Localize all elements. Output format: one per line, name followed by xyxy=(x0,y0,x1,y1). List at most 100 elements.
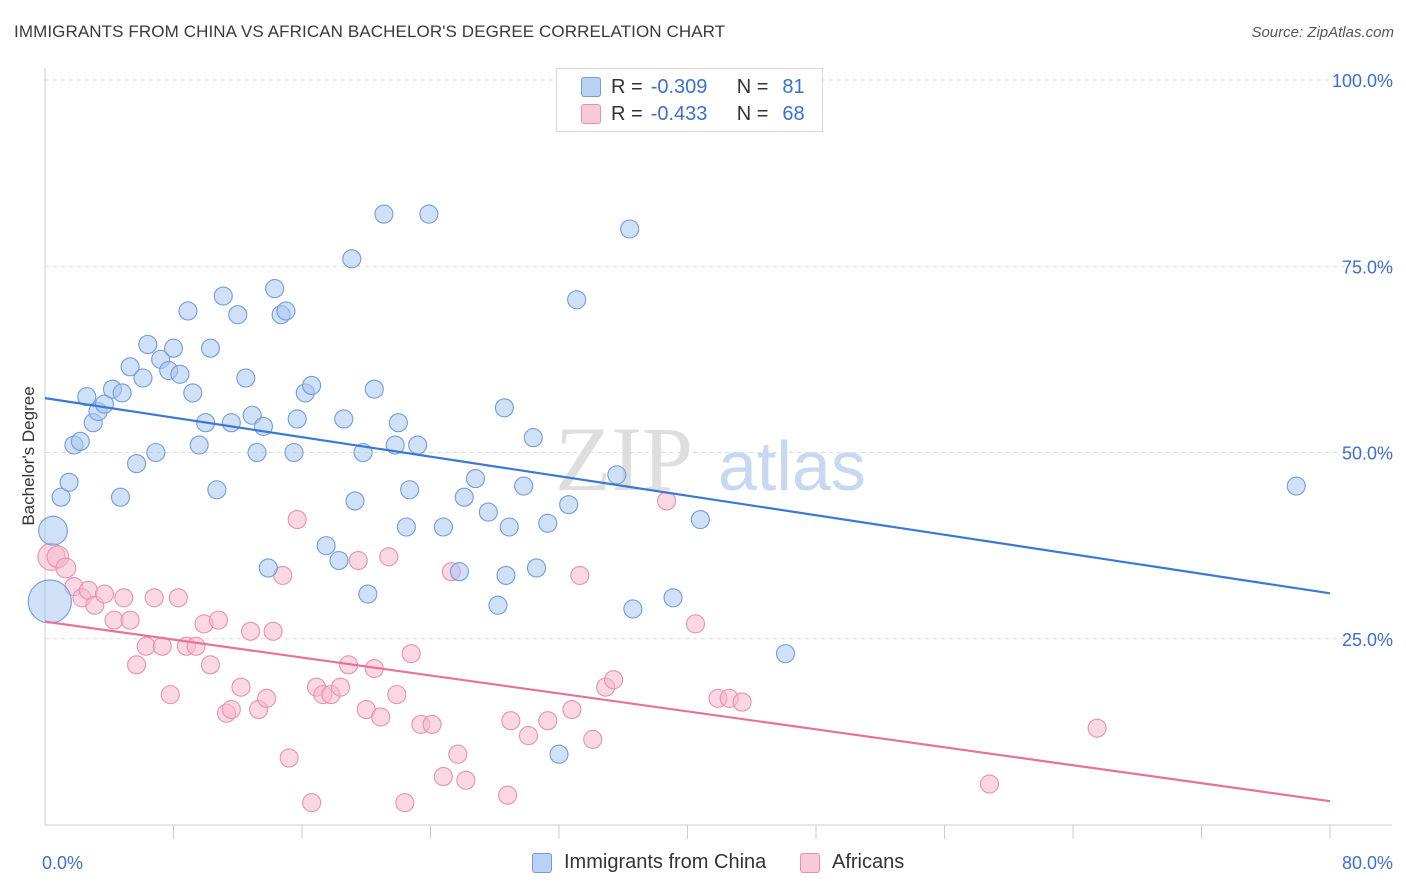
china-point xyxy=(133,368,153,388)
trend-line-china xyxy=(44,397,1331,595)
china-point xyxy=(526,558,547,578)
china-point xyxy=(559,495,579,515)
china-point xyxy=(433,517,453,537)
africans-point xyxy=(433,767,453,787)
africans-point xyxy=(279,748,299,768)
legend-r-label: R = xyxy=(611,75,643,98)
china-point xyxy=(146,442,166,463)
x-tick-label: 0.0% xyxy=(42,853,83,873)
china-point xyxy=(775,644,796,664)
china-point xyxy=(538,513,558,533)
africans-point xyxy=(287,509,307,530)
africans-point xyxy=(448,744,468,764)
china-point xyxy=(454,487,474,507)
china-point xyxy=(207,480,227,500)
china-point xyxy=(228,305,248,325)
china-point xyxy=(396,517,416,537)
china-point xyxy=(523,428,543,448)
china-point xyxy=(51,487,71,507)
bottom-legend-label-china: Immigrants from China xyxy=(564,851,767,873)
watermark-atlas: atlas xyxy=(718,427,866,505)
y-tick-label: 100.0% xyxy=(1332,71,1393,91)
africans-point xyxy=(401,644,421,664)
africans-point xyxy=(330,677,351,697)
china-point xyxy=(620,219,640,239)
series-africans xyxy=(37,491,1107,813)
legend-n-label: N = xyxy=(736,75,769,98)
africans-point xyxy=(562,699,582,720)
china-point xyxy=(623,599,643,619)
africans-point xyxy=(501,711,521,731)
china-point xyxy=(189,435,209,455)
africans-point xyxy=(518,726,539,746)
china-point xyxy=(345,491,365,511)
bottom-legend-africans: Africans xyxy=(800,851,904,874)
china-point xyxy=(408,435,428,455)
china-point xyxy=(400,480,420,500)
china-point xyxy=(38,515,68,546)
china-point xyxy=(112,383,132,403)
china-point xyxy=(59,472,79,492)
trend-line-africans xyxy=(44,620,1331,803)
africans-point xyxy=(422,714,442,734)
china-point xyxy=(276,301,296,321)
china-point xyxy=(567,290,587,310)
china-point xyxy=(494,398,514,418)
china-point xyxy=(302,375,322,396)
africans-point xyxy=(498,785,518,805)
africans-point xyxy=(136,636,156,656)
africans-point xyxy=(94,584,114,604)
y-tick-label: 25.0% xyxy=(1342,630,1393,650)
bottom-legend-swatch-china xyxy=(532,852,552,873)
china-point xyxy=(488,595,508,615)
legend-r-value: -0.309 xyxy=(650,75,708,98)
africans-point xyxy=(208,610,229,630)
china-point xyxy=(258,558,278,578)
africans-point xyxy=(200,655,220,675)
china-point xyxy=(329,550,349,571)
china-point xyxy=(27,579,72,624)
legend-n-label: N = xyxy=(736,102,769,125)
africans-point xyxy=(538,711,558,731)
china-point xyxy=(496,565,516,585)
china-point xyxy=(388,413,408,433)
axes xyxy=(44,68,1392,839)
africans-point xyxy=(348,550,368,571)
tick-labels: 25.0% 50.0% 75.0% 100.0% 0.0% 80.0% xyxy=(42,71,1393,873)
china-point xyxy=(316,536,336,556)
china-point xyxy=(200,338,220,358)
trend-lines xyxy=(44,397,1331,803)
y-tick-label: 75.0% xyxy=(1342,257,1393,277)
africans-point xyxy=(732,692,752,712)
africans-point xyxy=(604,670,624,690)
china-point xyxy=(110,487,131,507)
china-point xyxy=(364,379,384,399)
africans-point xyxy=(979,774,1000,794)
china-point xyxy=(549,744,569,764)
africans-point xyxy=(221,699,241,720)
china-point xyxy=(213,286,233,306)
legend-n-value: 68 xyxy=(782,102,805,125)
china-point xyxy=(265,279,285,299)
africans-point xyxy=(302,793,322,813)
legend-row-africans: R = -0.433 N = 68 xyxy=(581,102,805,126)
legend-n-value: 81 xyxy=(782,75,805,98)
china-point xyxy=(334,409,354,429)
africans-point xyxy=(379,547,399,567)
china-point xyxy=(170,364,190,384)
chart-title: IMMIGRANTS FROM CHINA VS AFRICAN BACHELO… xyxy=(14,22,726,41)
china-point xyxy=(514,476,534,496)
china-point xyxy=(284,442,304,463)
china-point xyxy=(663,588,683,608)
africans-point xyxy=(371,707,391,727)
africans-point xyxy=(55,557,77,579)
china-point xyxy=(465,469,486,489)
africans-point xyxy=(395,793,415,813)
bottom-legend-swatch-africans xyxy=(800,852,820,873)
legend-r-value: -0.433 xyxy=(650,102,708,125)
africans-point xyxy=(104,610,124,630)
africans-point xyxy=(263,621,283,641)
x-tick-label: 80.0% xyxy=(1342,853,1393,873)
china-point xyxy=(449,562,469,582)
